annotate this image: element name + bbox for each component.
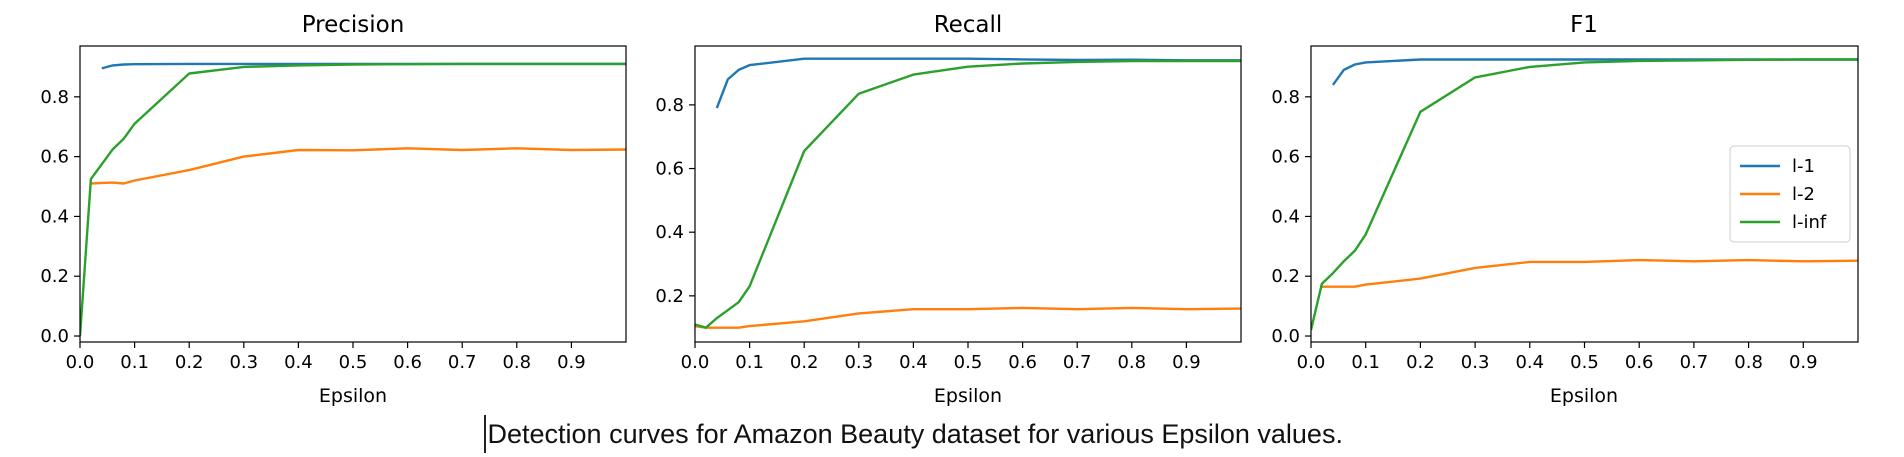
chart-title: F1 [1570, 12, 1598, 38]
series-line-l-1 [1331, 58, 1858, 86]
x-tick-label: 0.8 [1117, 352, 1146, 373]
x-tick-label: 0.2 [175, 352, 204, 373]
x-tick-label: 0.3 [229, 352, 258, 373]
x-tick-label: 0.8 [502, 352, 531, 373]
x-tick-label: 0.3 [1461, 352, 1490, 373]
figure-caption: Detection curves for Amazon Beauty datas… [487, 418, 1343, 449]
x-tick-label: 0.0 [681, 352, 710, 373]
legend-label: l-1 [1792, 156, 1815, 177]
series-line-l-inf [80, 62, 626, 337]
legend-box [1729, 145, 1851, 243]
series-line-l-inf [695, 59, 1241, 329]
x-tick-label: 0.0 [66, 352, 95, 373]
x-axis-label: Epsilon [1550, 385, 1618, 407]
legend-label: l-inf [1792, 212, 1827, 233]
x-tick-label: 0.9 [1172, 352, 1201, 373]
text-cursor [484, 415, 486, 453]
x-tick-label: 0.5 [954, 352, 983, 373]
x-tick-label: 0.2 [1406, 352, 1435, 373]
chart-precision: Precision Epsilon 0.0 0.1 0.2 0.3 0.4 0.5 0.6 0… [40, 12, 627, 407]
series-line-l-2 [695, 306, 1241, 329]
x-tick-label: 0.6 [1625, 352, 1654, 373]
x-tick-label: 0.5 [339, 352, 368, 373]
chart-recall: Recall Epsilon 0.0 0.1 0.2 0.3 0.4 0.5 0.6 0.7 0… [655, 12, 1242, 407]
x-tick-label: 0.0 [1297, 352, 1326, 373]
chart-title: Recall [934, 12, 1003, 38]
y-tick-label: 0.2 [40, 266, 69, 287]
chart-f1: F1 Epsilon 0.0 0.1 0.2 0.3 0.4 0.5 0.6 0.7 0.8 0.… [1271, 12, 1859, 407]
x-tick-label: 0.1 [120, 352, 149, 373]
x-tick-label: 0.4 [1515, 352, 1544, 373]
y-tick-label: 0.8 [655, 95, 684, 116]
x-axis-label: Epsilon [319, 385, 387, 407]
y-tick-label: 0.6 [40, 147, 69, 168]
y-tick-label: 0.8 [1271, 87, 1300, 108]
y-tick-label: 0.2 [1271, 266, 1300, 287]
y-tick-label: 0.4 [40, 206, 69, 227]
figure: Precision Epsilon 0.0 0.1 0.2 0.3 0.4 0.5 0.6 0… [40, 12, 1859, 407]
legend-label: l-2 [1792, 184, 1815, 205]
series-line-l-inf [1311, 58, 1858, 331]
x-tick-label: 0.1 [735, 352, 764, 373]
x-tick-label: 0.4 [284, 352, 313, 373]
x-tick-label: 0.4 [899, 352, 928, 373]
y-tick-label: 0.2 [655, 286, 684, 307]
x-tick-label: 0.1 [1351, 352, 1380, 373]
y-tick-label: 0.6 [655, 159, 684, 180]
caption-container: Detection curves for Amazon Beauty datas… [484, 414, 1343, 454]
y-tick-label: 0.6 [1271, 147, 1300, 168]
x-tick-label: 0.7 [448, 352, 477, 373]
x-tick-label: 0.9 [557, 352, 586, 373]
chart-title: Precision [302, 12, 405, 38]
y-tick-label: 0.4 [1271, 206, 1300, 227]
y-tick-label: 0.4 [655, 222, 684, 243]
x-tick-label: 0.7 [1680, 352, 1709, 373]
x-tick-label: 0.6 [1008, 352, 1037, 373]
y-tick-label: 0.8 [40, 87, 69, 108]
plot-frame [694, 45, 1242, 343]
x-tick-label: 0.9 [1789, 352, 1818, 373]
y-tick-label: 0.0 [1271, 326, 1300, 347]
y-tick-label: 0.0 [40, 326, 69, 347]
x-tick-label: 0.5 [1570, 352, 1599, 373]
x-tick-label: 0.3 [844, 352, 873, 373]
x-tick-label: 0.6 [393, 352, 422, 373]
plot-frame [79, 45, 627, 343]
series-line-l-2 [90, 147, 626, 185]
series-line-l-2 [1321, 258, 1858, 288]
x-tick-label: 0.7 [1063, 352, 1092, 373]
x-axis-label: Epsilon [934, 385, 1002, 407]
x-tick-label: 0.2 [790, 352, 819, 373]
series-line-l-1 [715, 57, 1241, 109]
x-tick-label: 0.8 [1734, 352, 1763, 373]
